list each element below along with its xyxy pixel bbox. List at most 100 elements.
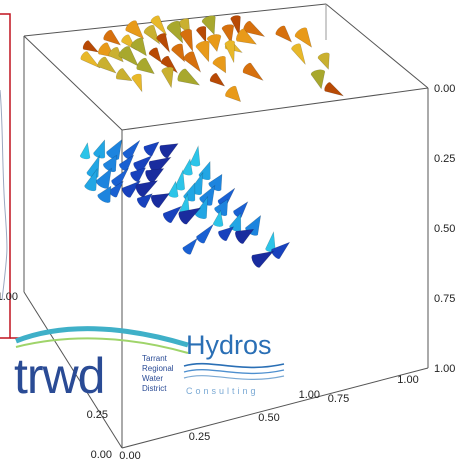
trwd-logo-line-1: Tarrant xyxy=(142,354,168,363)
trwd-logo-word: trwd xyxy=(14,348,104,403)
cone-base xyxy=(167,21,180,30)
hydros-logo: Hydros Consulting xyxy=(183,330,285,396)
cone-base xyxy=(178,211,188,225)
cone-0-16 xyxy=(108,47,124,63)
cone-1-41 xyxy=(235,228,255,244)
cone-base xyxy=(180,29,192,36)
cone-0-11 xyxy=(166,20,184,44)
cone-base xyxy=(242,63,252,74)
cone-base xyxy=(221,24,234,31)
cone-0-3 xyxy=(150,15,168,36)
trwd-logo: trwd Tarrant Regional Water District xyxy=(14,326,189,403)
cone-base xyxy=(195,212,207,219)
cone-base xyxy=(251,254,261,268)
left-axis-ticks: 1.00 xyxy=(0,291,18,303)
cone-base xyxy=(182,247,192,255)
box-edge-bottom-left xyxy=(23,291,123,449)
cone-base xyxy=(177,68,187,82)
cone-1-5 xyxy=(159,143,179,159)
cone-1-28 xyxy=(136,193,153,208)
right-axis-tick-0: 0.00 xyxy=(434,83,455,95)
front-axis-tick-0: 1.00 xyxy=(397,374,418,386)
cone-base xyxy=(93,151,105,159)
cone-0-2 xyxy=(125,20,145,40)
cone-base xyxy=(108,47,119,57)
cone-base xyxy=(137,197,146,208)
box-edge-top-back xyxy=(23,3,327,37)
cone-1-4 xyxy=(143,141,160,157)
cone-base xyxy=(177,18,189,26)
series-orange-cones xyxy=(80,15,345,103)
cone-base xyxy=(97,57,107,68)
cone-base xyxy=(275,25,286,36)
cone-base xyxy=(243,21,251,32)
cone-base xyxy=(171,43,183,52)
cone-base xyxy=(230,15,241,21)
front-axis-tick-3: 0.25 xyxy=(189,431,210,443)
cone-base xyxy=(103,162,116,172)
cone-body xyxy=(233,201,249,218)
cone-base xyxy=(80,51,88,60)
cone-1-36 xyxy=(212,209,224,227)
cone-base xyxy=(122,151,132,160)
cone-base xyxy=(168,192,179,198)
cone-0-36 xyxy=(209,73,226,87)
cone-1-31 xyxy=(194,195,208,220)
cone-base xyxy=(225,86,237,97)
right-axis-ticks: 0.00 0.25 0.50 0.75 1.00 xyxy=(434,83,455,375)
cone-base xyxy=(213,221,224,227)
cone-base xyxy=(131,38,143,48)
cone-base xyxy=(236,28,246,42)
cone-base xyxy=(130,171,140,182)
cone-base xyxy=(196,26,206,32)
adjacent-panel xyxy=(0,13,26,339)
cone-0-20 xyxy=(206,34,222,53)
cone-base xyxy=(196,235,205,244)
cone-base xyxy=(161,67,174,73)
cone-1-8 xyxy=(103,154,117,173)
cone-0-31 xyxy=(183,51,202,73)
cone-1-0 xyxy=(79,142,91,160)
cone-0-28 xyxy=(115,68,133,82)
cone-base xyxy=(182,170,193,176)
cone-base xyxy=(183,51,194,60)
box-edge-top-left xyxy=(23,35,123,131)
cone-0-42 xyxy=(324,82,345,97)
cone-1-16 xyxy=(130,167,147,182)
adjacent-panel-curve xyxy=(0,89,8,301)
cone-base xyxy=(311,69,325,77)
cone-base xyxy=(103,30,113,41)
cone-0-19 xyxy=(180,29,194,53)
cone-1-17 xyxy=(145,168,165,183)
cone-base xyxy=(163,212,172,223)
bottom-axis-tick-0: 0.00 xyxy=(91,449,112,461)
left-axis-tick-0: 1.00 xyxy=(0,291,18,303)
cone-1-32 xyxy=(214,198,229,217)
right-axis-tick-2: 0.50 xyxy=(434,223,455,235)
hydros-logo-wave-2 xyxy=(183,369,285,375)
cone-0-34 xyxy=(161,66,174,89)
cone-base xyxy=(235,231,245,244)
cone-base xyxy=(202,15,216,24)
cone-0-6 xyxy=(230,15,241,37)
cone-base xyxy=(190,161,201,167)
cone-1-1 xyxy=(93,139,106,159)
cone-base xyxy=(136,58,147,70)
cone-base xyxy=(218,230,228,241)
cone-1-24 xyxy=(168,180,179,198)
box-edge-top-front xyxy=(121,87,429,131)
cone-0-22 xyxy=(97,56,117,74)
cone-0-1 xyxy=(103,29,122,46)
cone-0-24 xyxy=(148,47,162,64)
right-axis-tick-3: 0.75 xyxy=(434,293,455,305)
cone-base xyxy=(317,52,330,60)
cone-base xyxy=(295,27,307,38)
cone-0-29 xyxy=(136,57,155,75)
cone-0-27 xyxy=(224,40,235,63)
cone-base xyxy=(121,34,130,43)
cone-body xyxy=(242,62,264,81)
series-blue-cones xyxy=(79,139,291,268)
cone-base xyxy=(116,68,124,80)
